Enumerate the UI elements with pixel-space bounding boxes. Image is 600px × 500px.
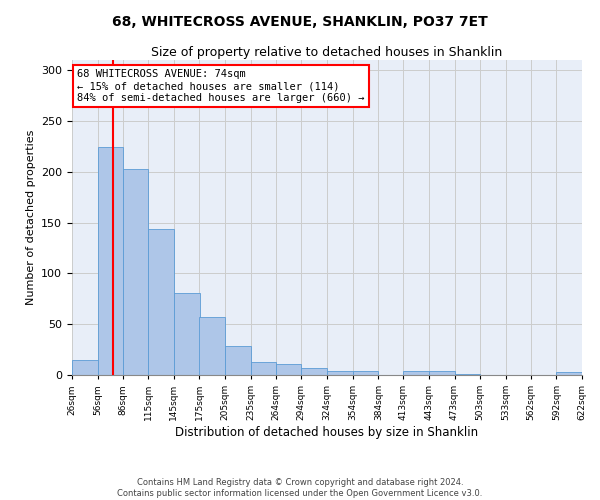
Bar	[251, 362, 275, 375]
Bar	[98, 148, 124, 375]
Bar	[148, 228, 174, 375]
Title: Size of property relative to detached houses in Shanklin: Size of property relative to detached ho…	[151, 46, 503, 59]
Bar	[275, 364, 301, 375]
Text: Contains HM Land Registry data © Crown copyright and database right 2024.
Contai: Contains HM Land Registry data © Crown c…	[118, 478, 482, 498]
Bar	[353, 371, 379, 375]
Bar	[174, 292, 199, 375]
Bar	[225, 346, 251, 375]
Bar	[403, 371, 429, 375]
Bar	[199, 317, 225, 375]
Bar	[327, 371, 353, 375]
Bar	[455, 374, 480, 375]
X-axis label: Distribution of detached houses by size in Shanklin: Distribution of detached houses by size …	[175, 426, 479, 439]
Text: 68 WHITECROSS AVENUE: 74sqm
← 15% of detached houses are smaller (114)
84% of se: 68 WHITECROSS AVENUE: 74sqm ← 15% of det…	[77, 70, 365, 102]
Bar	[301, 368, 327, 375]
Bar	[429, 371, 455, 375]
Bar	[124, 168, 148, 375]
Bar	[556, 372, 582, 375]
Bar	[72, 360, 98, 375]
Y-axis label: Number of detached properties: Number of detached properties	[26, 130, 35, 305]
Text: 68, WHITECROSS AVENUE, SHANKLIN, PO37 7ET: 68, WHITECROSS AVENUE, SHANKLIN, PO37 7E…	[112, 15, 488, 29]
